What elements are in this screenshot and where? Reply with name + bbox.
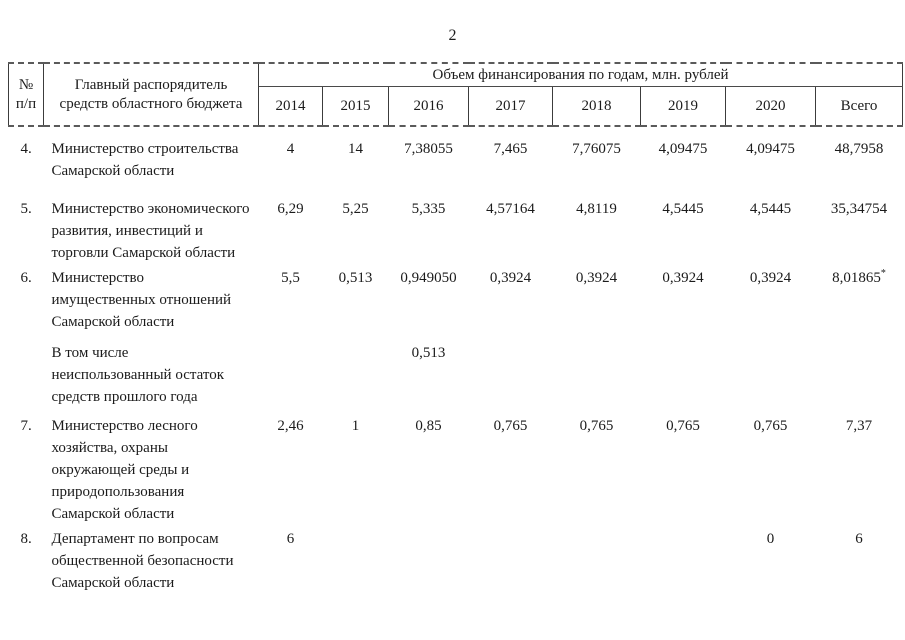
value-cell [389, 528, 469, 594]
value-cell: 6 [855, 531, 863, 547]
value-cell: 0,85 [415, 418, 442, 434]
value-cell [259, 342, 323, 415]
header-cell-year: 2018 [552, 86, 641, 127]
value-cell [641, 528, 726, 594]
value-cell: 4,57164 [486, 201, 535, 217]
value-cell: 0,765 [579, 418, 614, 434]
value-cell: 0,765 [666, 418, 700, 434]
value-cell [816, 342, 903, 415]
value-cell: 35,34754 [830, 201, 888, 217]
value-cell [469, 342, 553, 415]
header-cell-year: 2017 [468, 86, 553, 127]
header-row-years: 2014 2015 2016 2017 2018 2019 2020 Всего [9, 86, 904, 127]
value-cell: 1 [351, 418, 360, 434]
distributor-name-cell: Министерство экономического развития, ин… [51, 201, 250, 261]
value-cell: 4,09475 [746, 141, 795, 157]
value-cell: 4,5445 [749, 201, 792, 217]
table-body: 4. Министерство строительства Самарской о… [9, 126, 903, 594]
value-cell [469, 528, 553, 594]
value-cell: 4,8119 [576, 201, 617, 217]
header-cell-year: 2014 [258, 86, 323, 127]
row-number-cell: 5. [20, 201, 32, 217]
value-text: 8,01865 [832, 270, 881, 286]
value-cell: 7,465 [493, 141, 528, 157]
distributor-name-cell: Министерство имущественных отношений Сам… [51, 270, 232, 330]
table-row: 6. Министерство имущественных отношений С… [9, 267, 903, 342]
value-cell: 0,949050 [400, 270, 457, 286]
value-cell: 5,25 [342, 201, 369, 217]
header-cell-year: 2015 [322, 86, 389, 127]
header-row-top: № п/п Главный распорядитель средств обла… [8, 62, 904, 127]
value-cell [553, 342, 641, 415]
row-number-cell: 8. [20, 531, 32, 547]
header-cell-financing-volume: Объем финансирования по годам, млн. рубл… [257, 62, 904, 87]
value-cell: 5,5 [281, 270, 300, 286]
table-row: В том числе неиспользованный остаток сре… [9, 342, 903, 415]
value-cell: 0,3924 [749, 270, 792, 286]
value-cell: 7,38055 [404, 141, 453, 157]
value-cell: 0,3924 [662, 270, 704, 286]
value-cell [553, 528, 641, 594]
value-cell: 0,513 [411, 345, 446, 361]
header-cell-year: 2020 [725, 86, 816, 127]
table-header: № п/п Главный распорядитель средств обла… [8, 62, 904, 127]
financing-table: № п/п Главный распорядитель средств обла… [8, 62, 904, 594]
value-cell [323, 342, 389, 415]
header-cell-row-number: № п/п [8, 62, 44, 127]
value-cell: 4,09475 [658, 141, 708, 157]
header-cell-distributor: Главный распорядитель средств областного… [43, 62, 259, 127]
table-row: 5. Министерство экономического развития, … [9, 198, 903, 267]
table-row: 4. Министерство строительства Самарской о… [9, 126, 903, 198]
value-cell: 0 [766, 531, 775, 547]
header-cell-year: Всего [814, 86, 904, 127]
distributor-name-cell: Министерство лесного хозяйства, охраны о… [51, 418, 198, 522]
footnote-asterisk: * [880, 268, 886, 279]
value-cell: 0,3924 [489, 270, 532, 286]
table-row: 7. Министерство лесного хозяйства, охраны… [9, 415, 903, 528]
value-cell: 48,7958 [834, 141, 884, 157]
value-cell [726, 342, 816, 415]
header-cell-year: 2016 [388, 86, 469, 127]
value-cell: 4,5445 [662, 201, 704, 217]
value-cell: 0,513 [338, 270, 373, 286]
value-cell: 0,3924 [575, 270, 618, 286]
header-cell-year: 2019 [640, 86, 726, 127]
value-cell: 8,01865* [816, 267, 903, 342]
value-cell: 0,765 [753, 418, 788, 434]
value-cell: 4 [286, 141, 295, 157]
value-cell [641, 342, 726, 415]
distributor-name-cell: В том числе неиспользованный остаток сре… [51, 345, 225, 405]
value-cell: 0,765 [493, 418, 528, 434]
value-cell: 5,335 [411, 201, 446, 217]
value-cell: 14 [348, 141, 363, 157]
row-number-cell: 4. [20, 141, 32, 157]
row-number-cell: 6. [20, 270, 32, 286]
page-number: 2 [448, 27, 457, 44]
distributor-name-cell: Департамент по вопросам общественной без… [51, 531, 234, 591]
table-row: 8. Департамент по вопросам общественной б… [9, 528, 903, 594]
value-cell: 7,76075 [572, 141, 621, 157]
value-cell: 6,29 [277, 201, 304, 217]
value-cell: 6 [286, 531, 295, 547]
distributor-name-cell: Министерство строительства Самарской обл… [51, 141, 239, 179]
row-number-cell: 7. [20, 418, 32, 434]
value-cell [323, 528, 389, 594]
row-number-cell [9, 342, 44, 415]
value-cell: 2,46 [277, 418, 304, 434]
value-cell: 7,37 [845, 418, 873, 434]
